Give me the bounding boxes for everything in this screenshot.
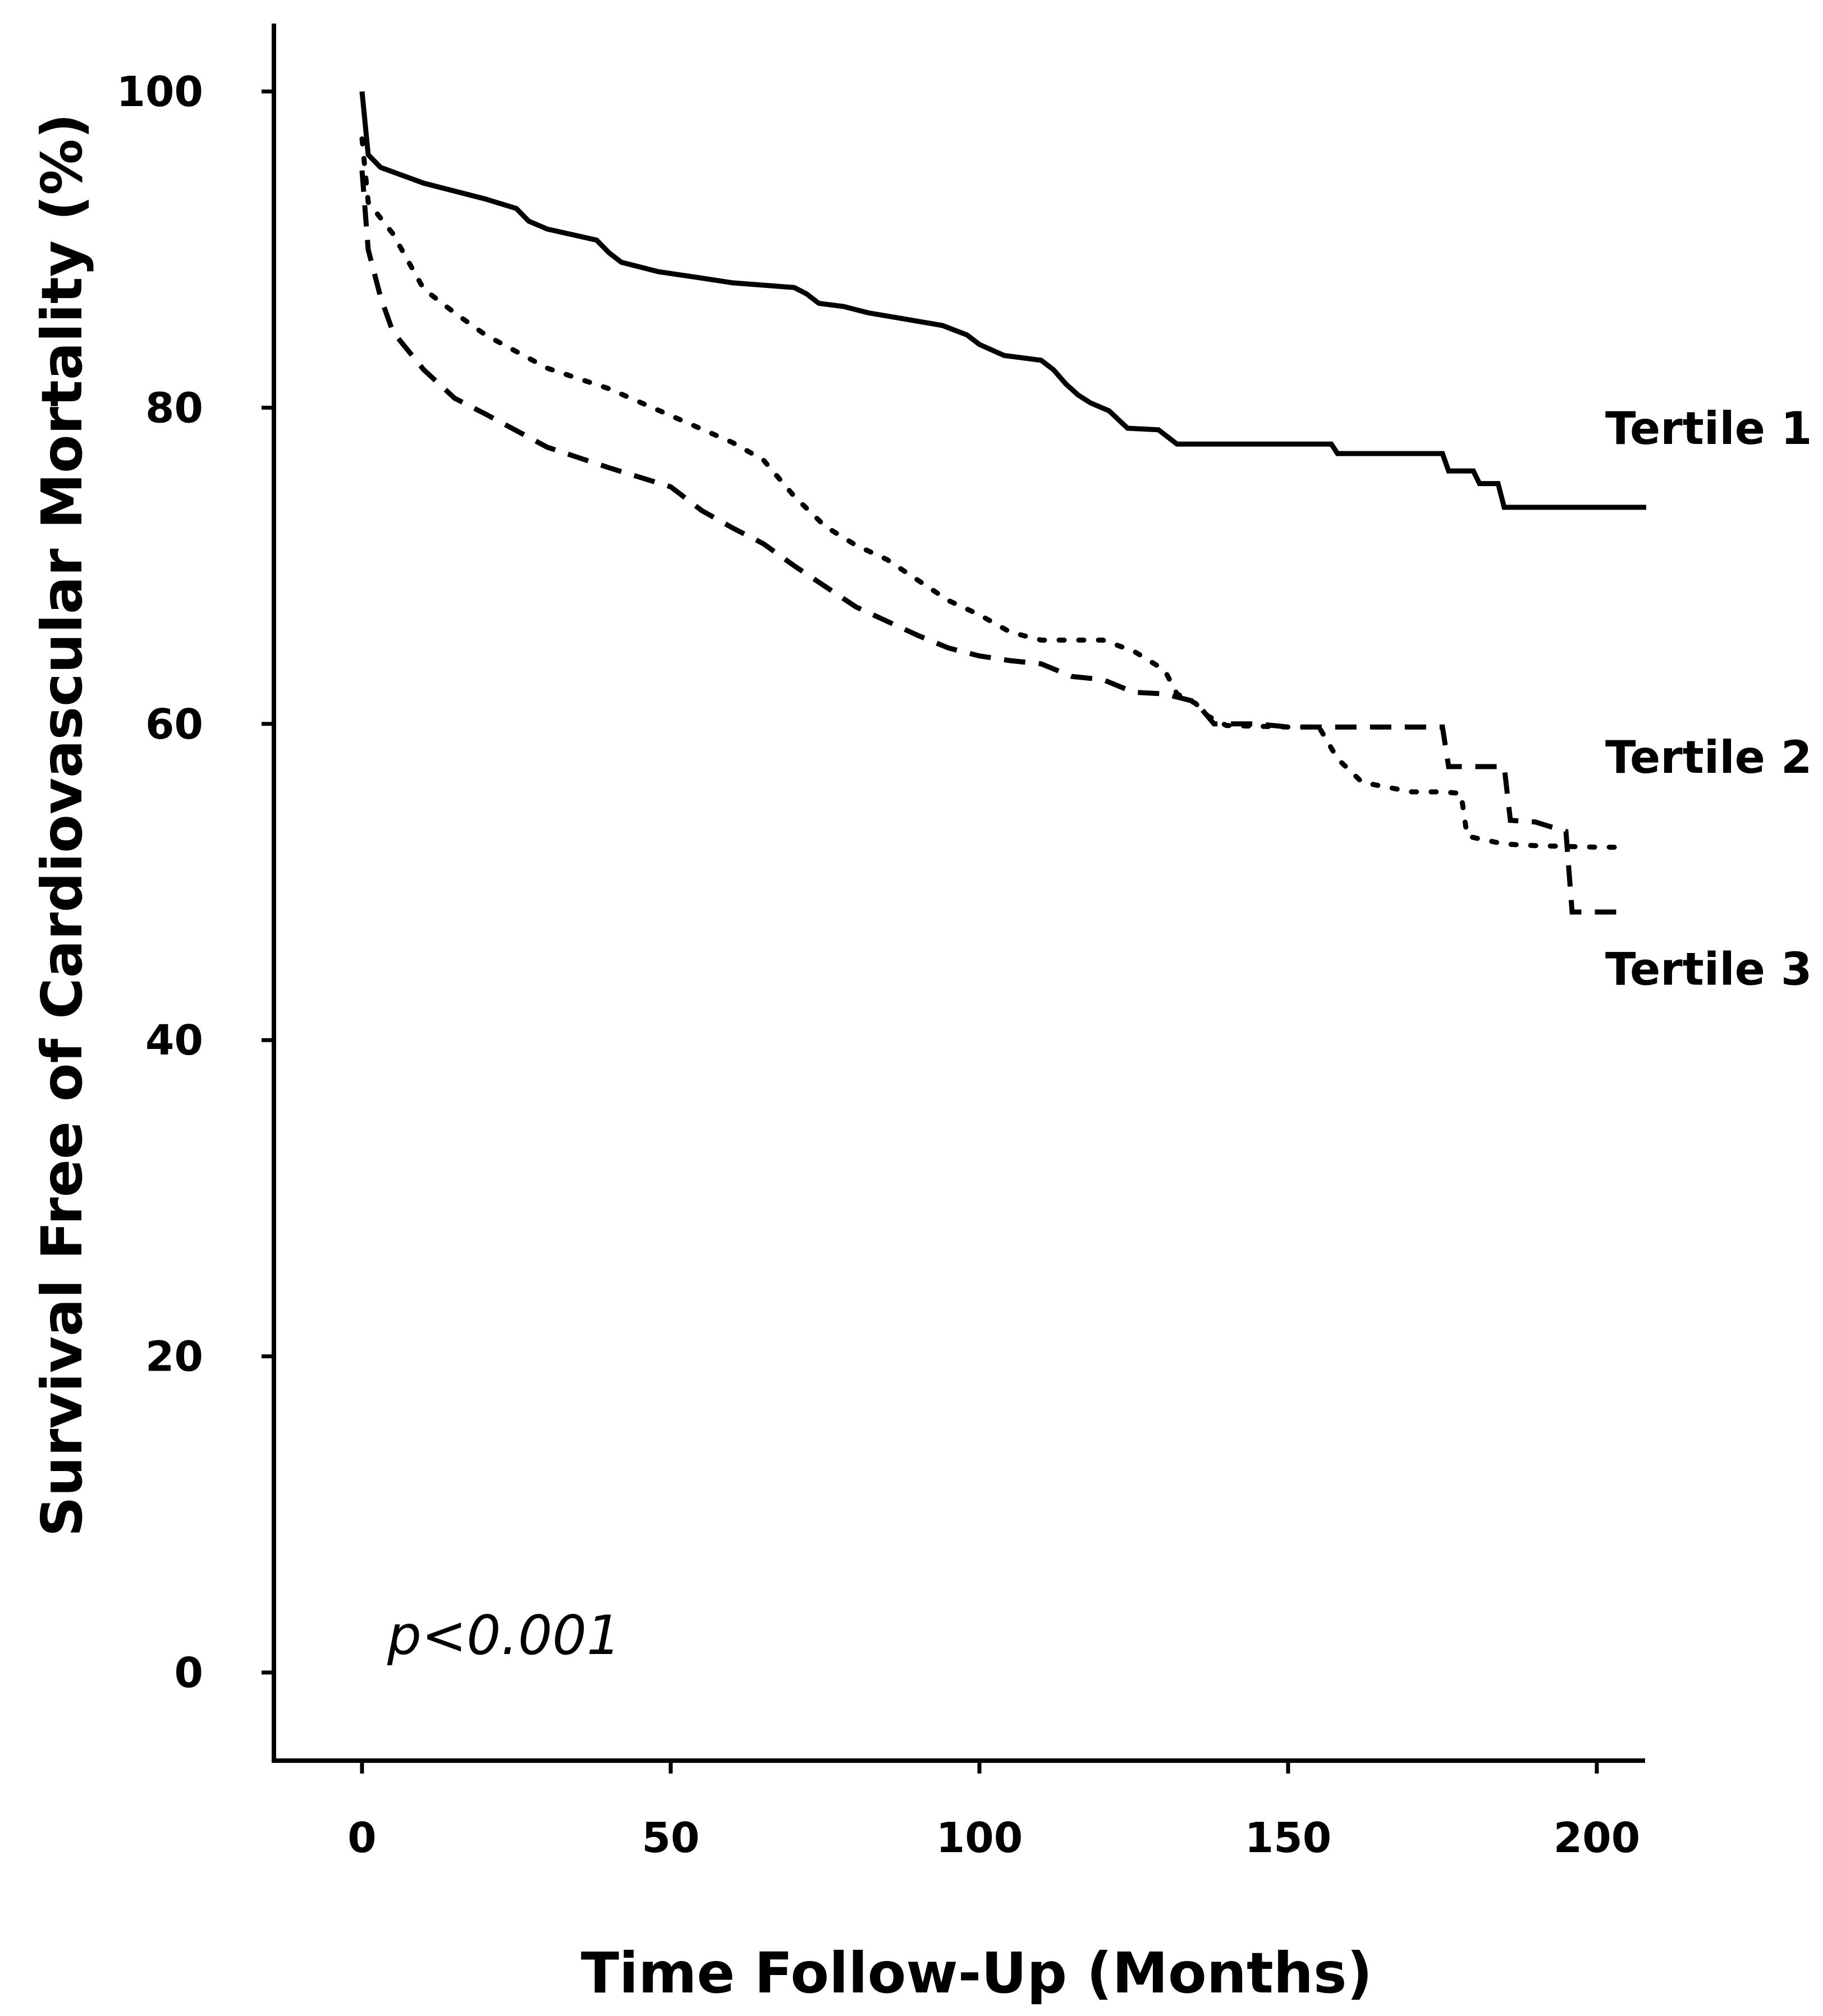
- x-tick-label: 100: [936, 1814, 1023, 1862]
- x-tick-label: 50: [642, 1814, 700, 1862]
- y-ticks: 0 20 40 60 80 100: [117, 68, 274, 1697]
- x-axis-title: Time Follow-Up (Months): [581, 1940, 1372, 2006]
- axes: [272, 24, 1645, 1763]
- x-tick-label: 0: [347, 1814, 377, 1862]
- y-tick-label: 80: [145, 384, 203, 432]
- series-line-tertile-2: [359, 136, 1630, 850]
- series-label-tertile-3: Tertile 3: [1605, 943, 1812, 995]
- y-axis-title: Survival Free of Cardiovascular Mortalit…: [29, 113, 95, 1537]
- series-line-tertile-1: [359, 91, 1646, 510]
- series-lines: [359, 91, 1646, 915]
- x-tick-label: 150: [1245, 1814, 1331, 1862]
- x-ticks: 0 50 100 150 200: [347, 1761, 1640, 1862]
- y-tick-label: 0: [175, 1649, 204, 1697]
- p-value-annotation: p<0.001: [387, 1604, 621, 1667]
- x-tick-label: 200: [1554, 1814, 1640, 1862]
- series-label-tertile-1: Tertile 1: [1605, 402, 1812, 455]
- series-labels: Tertile 1 Tertile 2 Tertile 3: [1605, 402, 1812, 995]
- series-label-tertile-2: Tertile 2: [1605, 731, 1812, 784]
- series-line-tertile-3: [359, 170, 1628, 915]
- y-tick-label: 20: [145, 1333, 203, 1381]
- y-tick-label: 100: [117, 68, 203, 116]
- y-tick-label: 40: [145, 1016, 203, 1065]
- y-tick-label: 60: [145, 700, 203, 749]
